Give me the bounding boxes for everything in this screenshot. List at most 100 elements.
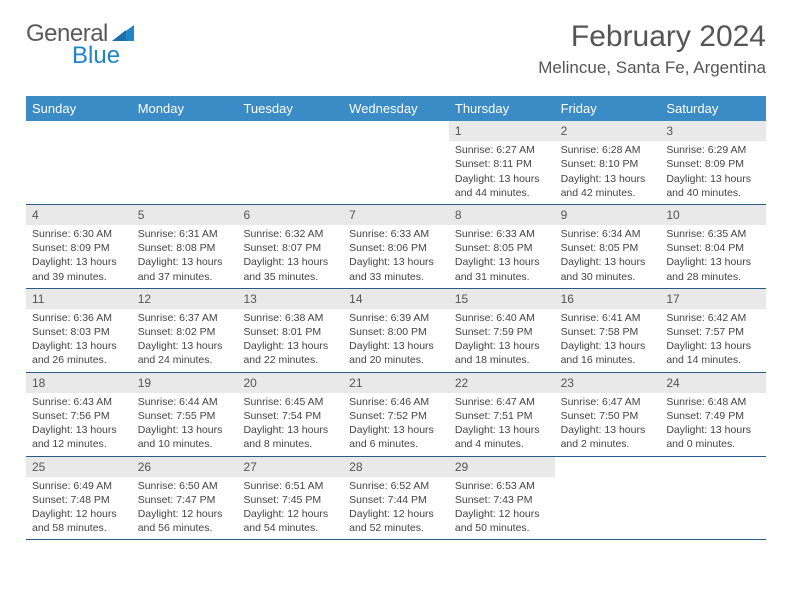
weekday-header: Monday: [132, 96, 238, 121]
sunset-line: Sunset: 7:48 PM: [32, 493, 126, 507]
daylight-line: Daylight: 13 hours and 22 minutes.: [243, 339, 337, 367]
calendar-day-empty: [660, 457, 766, 540]
daylight-line: Daylight: 13 hours and 16 minutes.: [561, 339, 655, 367]
sunset-line: Sunset: 7:52 PM: [349, 409, 443, 423]
sunset-line: Sunset: 8:08 PM: [138, 241, 232, 255]
sunset-line: Sunset: 7:49 PM: [666, 409, 760, 423]
day-details: Sunrise: 6:53 AMSunset: 7:43 PMDaylight:…: [449, 477, 555, 540]
calendar-week: 1Sunrise: 6:27 AMSunset: 8:11 PMDaylight…: [26, 121, 766, 205]
daylight-line: Daylight: 13 hours and 20 minutes.: [349, 339, 443, 367]
day-details: Sunrise: 6:29 AMSunset: 8:09 PMDaylight:…: [660, 141, 766, 204]
daylight-line: Daylight: 13 hours and 35 minutes.: [243, 255, 337, 283]
sunset-line: Sunset: 8:11 PM: [455, 157, 549, 171]
calendar-day: 1Sunrise: 6:27 AMSunset: 8:11 PMDaylight…: [449, 121, 555, 204]
location: Melincue, Santa Fe, Argentina: [538, 58, 766, 78]
day-number: 11: [26, 289, 132, 309]
daylight-line: Daylight: 13 hours and 2 minutes.: [561, 423, 655, 451]
calendar-day: 7Sunrise: 6:33 AMSunset: 8:06 PMDaylight…: [343, 205, 449, 288]
sunrise-line: Sunrise: 6:34 AM: [561, 227, 655, 241]
daylight-line: Daylight: 13 hours and 10 minutes.: [138, 423, 232, 451]
weekday-header: Tuesday: [237, 96, 343, 121]
sunset-line: Sunset: 8:03 PM: [32, 325, 126, 339]
calendar-day: 22Sunrise: 6:47 AMSunset: 7:51 PMDayligh…: [449, 373, 555, 456]
calendar-day: 16Sunrise: 6:41 AMSunset: 7:58 PMDayligh…: [555, 289, 661, 372]
day-number: 19: [132, 373, 238, 393]
day-details: Sunrise: 6:31 AMSunset: 8:08 PMDaylight:…: [132, 225, 238, 288]
calendar-day: 10Sunrise: 6:35 AMSunset: 8:04 PMDayligh…: [660, 205, 766, 288]
sunrise-line: Sunrise: 6:45 AM: [243, 395, 337, 409]
weekday-header: Wednesday: [343, 96, 449, 121]
month-title: February 2024: [538, 20, 766, 54]
sunset-line: Sunset: 8:05 PM: [455, 241, 549, 255]
sunrise-line: Sunrise: 6:32 AM: [243, 227, 337, 241]
calendar-day: 11Sunrise: 6:36 AMSunset: 8:03 PMDayligh…: [26, 289, 132, 372]
sunset-line: Sunset: 7:45 PM: [243, 493, 337, 507]
daylight-line: Daylight: 13 hours and 26 minutes.: [32, 339, 126, 367]
day-details: [660, 477, 766, 483]
calendar-day-empty: [26, 121, 132, 204]
daylight-line: Daylight: 13 hours and 30 minutes.: [561, 255, 655, 283]
day-details: Sunrise: 6:47 AMSunset: 7:51 PMDaylight:…: [449, 393, 555, 456]
sunset-line: Sunset: 8:09 PM: [32, 241, 126, 255]
calendar: SundayMondayTuesdayWednesdayThursdayFrid…: [26, 96, 766, 540]
day-number: 26: [132, 457, 238, 477]
sunrise-line: Sunrise: 6:39 AM: [349, 311, 443, 325]
day-details: Sunrise: 6:42 AMSunset: 7:57 PMDaylight:…: [660, 309, 766, 372]
day-number: 25: [26, 457, 132, 477]
day-details: [132, 141, 238, 147]
sunrise-line: Sunrise: 6:43 AM: [32, 395, 126, 409]
calendar-week: 25Sunrise: 6:49 AMSunset: 7:48 PMDayligh…: [26, 457, 766, 541]
day-details: Sunrise: 6:50 AMSunset: 7:47 PMDaylight:…: [132, 477, 238, 540]
sunset-line: Sunset: 7:54 PM: [243, 409, 337, 423]
calendar-day: 21Sunrise: 6:46 AMSunset: 7:52 PMDayligh…: [343, 373, 449, 456]
sunset-line: Sunset: 7:59 PM: [455, 325, 549, 339]
day-number: 4: [26, 205, 132, 225]
sunrise-line: Sunrise: 6:31 AM: [138, 227, 232, 241]
sunrise-line: Sunrise: 6:35 AM: [666, 227, 760, 241]
daylight-line: Daylight: 13 hours and 4 minutes.: [455, 423, 549, 451]
day-number: 17: [660, 289, 766, 309]
calendar-day-empty: [555, 457, 661, 540]
sunset-line: Sunset: 8:04 PM: [666, 241, 760, 255]
daylight-line: Daylight: 13 hours and 6 minutes.: [349, 423, 443, 451]
sunset-line: Sunset: 7:51 PM: [455, 409, 549, 423]
day-details: Sunrise: 6:27 AMSunset: 8:11 PMDaylight:…: [449, 141, 555, 204]
day-details: Sunrise: 6:33 AMSunset: 8:05 PMDaylight:…: [449, 225, 555, 288]
day-number: 24: [660, 373, 766, 393]
sunrise-line: Sunrise: 6:42 AM: [666, 311, 760, 325]
sunrise-line: Sunrise: 6:47 AM: [561, 395, 655, 409]
sunset-line: Sunset: 8:09 PM: [666, 157, 760, 171]
daylight-line: Daylight: 13 hours and 39 minutes.: [32, 255, 126, 283]
calendar-day: 3Sunrise: 6:29 AMSunset: 8:09 PMDaylight…: [660, 121, 766, 204]
day-number: 16: [555, 289, 661, 309]
sunrise-line: Sunrise: 6:52 AM: [349, 479, 443, 493]
day-details: Sunrise: 6:32 AMSunset: 8:07 PMDaylight:…: [237, 225, 343, 288]
daylight-line: Daylight: 12 hours and 58 minutes.: [32, 507, 126, 535]
sunset-line: Sunset: 8:05 PM: [561, 241, 655, 255]
day-details: [26, 141, 132, 147]
day-details: Sunrise: 6:34 AMSunset: 8:05 PMDaylight:…: [555, 225, 661, 288]
sunset-line: Sunset: 7:57 PM: [666, 325, 760, 339]
calendar-day: 25 Sunrise: 6:49 AMSunset: 7:48 PMDayligh…: [26, 457, 132, 540]
calendar-day: 12Sunrise: 6:37 AMSunset: 8:02 PMDayligh…: [132, 289, 238, 372]
day-details: [237, 141, 343, 147]
calendar-week: 11Sunrise: 6:36 AMSunset: 8:03 PMDayligh…: [26, 289, 766, 373]
calendar-day-empty: [132, 121, 238, 204]
daylight-line: Daylight: 13 hours and 33 minutes.: [349, 255, 443, 283]
daylight-line: Daylight: 13 hours and 18 minutes.: [455, 339, 549, 367]
day-number: 7: [343, 205, 449, 225]
day-number: 20: [237, 373, 343, 393]
sunset-line: Sunset: 8:06 PM: [349, 241, 443, 255]
day-number: 2: [555, 121, 661, 141]
calendar-day: 20Sunrise: 6:45 AMSunset: 7:54 PMDayligh…: [237, 373, 343, 456]
sunrise-line: Sunrise: 6:53 AM: [455, 479, 549, 493]
day-number: 10: [660, 205, 766, 225]
sunset-line: Sunset: 7:56 PM: [32, 409, 126, 423]
sunrise-line: Sunrise: 6:38 AM: [243, 311, 337, 325]
sunset-line: Sunset: 7:50 PM: [561, 409, 655, 423]
daylight-line: Daylight: 12 hours and 56 minutes.: [138, 507, 232, 535]
day-number: 8: [449, 205, 555, 225]
sunrise-line: Sunrise: 6:49 AM: [32, 479, 126, 493]
logo-triangle-icon: [112, 25, 134, 43]
daylight-line: Daylight: 12 hours and 54 minutes.: [243, 507, 337, 535]
